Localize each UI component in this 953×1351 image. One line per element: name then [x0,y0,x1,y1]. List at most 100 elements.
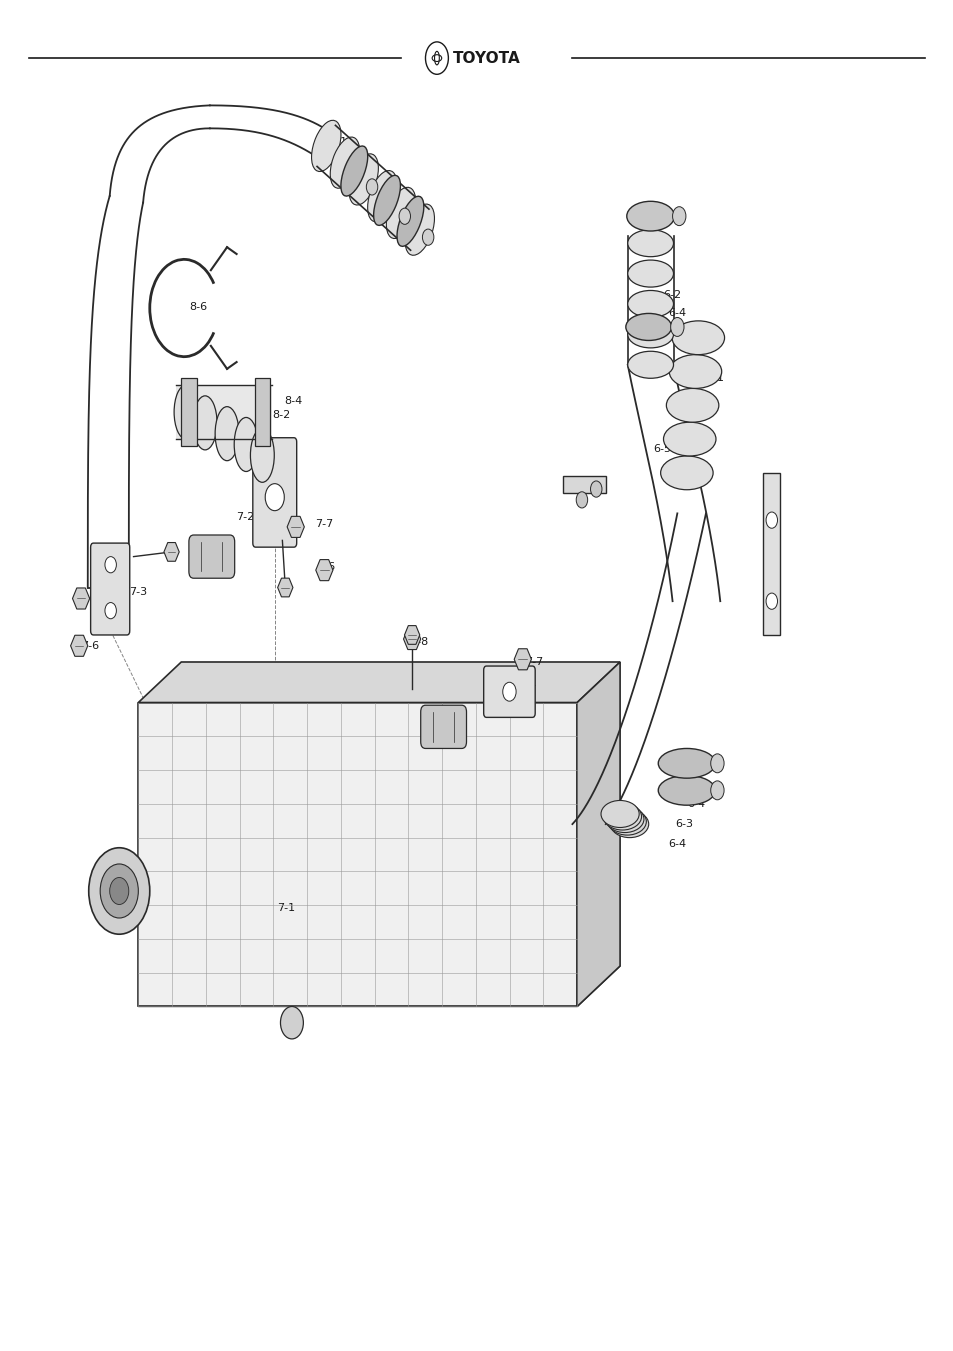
FancyBboxPatch shape [253,438,296,547]
Ellipse shape [600,800,639,827]
Ellipse shape [405,204,434,255]
Ellipse shape [250,428,274,482]
Polygon shape [514,648,531,670]
Polygon shape [277,578,293,597]
Polygon shape [138,662,619,703]
Ellipse shape [396,196,423,246]
Circle shape [672,207,685,226]
Text: TOYOTA: TOYOTA [452,50,520,66]
Ellipse shape [662,422,715,457]
FancyBboxPatch shape [254,378,270,446]
Ellipse shape [627,351,673,378]
Circle shape [765,512,777,528]
Text: 7-7: 7-7 [79,592,97,603]
Ellipse shape [367,170,396,222]
Text: 8-4: 8-4 [284,396,302,407]
Text: 6-1: 6-1 [705,373,723,384]
Text: 7-2: 7-2 [236,512,254,523]
Text: 7-8: 7-8 [410,636,428,647]
Text: 6-3: 6-3 [675,819,693,830]
Ellipse shape [233,417,257,471]
Circle shape [105,603,116,619]
Circle shape [502,682,516,701]
Text: 7-1: 7-1 [276,902,294,913]
Circle shape [765,593,777,609]
Ellipse shape [602,802,641,830]
Ellipse shape [312,120,340,172]
Text: 7-7: 7-7 [314,519,333,530]
Circle shape [670,317,683,336]
Polygon shape [164,543,179,561]
Circle shape [89,848,150,935]
Ellipse shape [386,188,416,239]
Ellipse shape [349,154,378,205]
FancyBboxPatch shape [138,703,577,1006]
Ellipse shape [659,457,712,490]
Text: 6-5: 6-5 [653,443,671,454]
Ellipse shape [173,385,198,439]
Circle shape [590,481,601,497]
Text: 6-2: 6-2 [662,289,680,300]
Text: 8-4: 8-4 [214,434,233,444]
Ellipse shape [605,805,643,832]
Circle shape [398,208,410,224]
Text: 6-4: 6-4 [653,267,671,278]
Ellipse shape [625,313,671,340]
Ellipse shape [627,261,673,288]
Circle shape [265,484,284,511]
Ellipse shape [193,396,217,450]
Ellipse shape [610,811,648,838]
Ellipse shape [627,322,673,349]
Polygon shape [72,588,90,609]
Text: 8-6: 8-6 [189,301,207,312]
Polygon shape [71,635,88,657]
Polygon shape [315,559,333,581]
FancyBboxPatch shape [91,543,130,635]
Circle shape [280,1006,303,1039]
Ellipse shape [658,775,715,805]
Text: 7-6: 7-6 [316,562,335,573]
Circle shape [100,865,138,919]
Text: 8-2: 8-2 [272,409,290,420]
Polygon shape [562,476,605,493]
Text: 7-4: 7-4 [517,680,536,690]
Circle shape [710,754,723,773]
Text: 7-6: 7-6 [81,640,99,651]
Ellipse shape [330,136,359,188]
FancyBboxPatch shape [762,473,780,635]
Ellipse shape [668,354,720,389]
Text: 8-1: 8-1 [329,136,347,147]
Text: 7-3: 7-3 [129,586,147,597]
FancyBboxPatch shape [483,666,535,717]
Ellipse shape [627,290,673,317]
Text: 6-4: 6-4 [667,308,685,319]
Ellipse shape [340,146,367,196]
FancyBboxPatch shape [176,385,272,439]
Text: 8-5: 8-5 [348,159,366,170]
Circle shape [366,178,377,195]
Circle shape [710,781,723,800]
Text: 7-7: 7-7 [524,657,542,667]
Ellipse shape [665,389,719,422]
FancyBboxPatch shape [420,705,466,748]
Text: 7-5: 7-5 [440,711,458,721]
Ellipse shape [374,176,400,226]
Polygon shape [404,626,419,644]
Circle shape [422,230,434,246]
Text: 6-4: 6-4 [686,798,704,809]
Text: 7-5: 7-5 [205,549,223,559]
Circle shape [576,492,587,508]
Polygon shape [403,628,420,650]
Ellipse shape [658,748,715,778]
Ellipse shape [627,230,673,257]
Circle shape [105,557,116,573]
Polygon shape [287,516,304,538]
Ellipse shape [607,808,646,835]
Polygon shape [577,662,619,1006]
Polygon shape [138,966,619,1006]
Ellipse shape [671,322,724,355]
Circle shape [110,878,129,905]
Text: 6-4: 6-4 [667,839,685,850]
FancyBboxPatch shape [181,378,196,446]
Ellipse shape [214,407,238,461]
